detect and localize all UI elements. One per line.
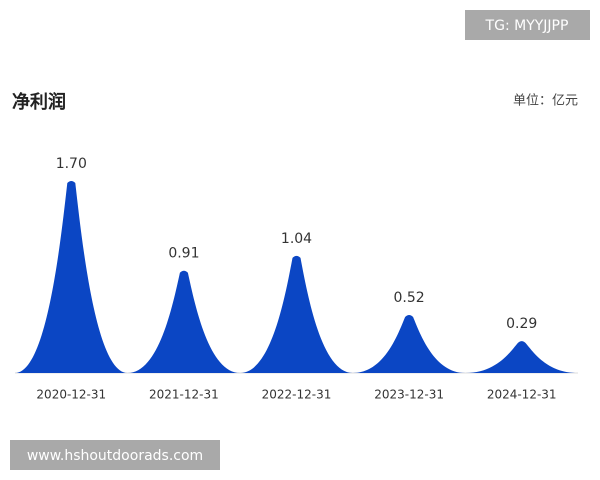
- bar: [352, 314, 466, 373]
- watermark: www.hshoutdoorads.com: [27, 448, 203, 464]
- bar: [240, 255, 353, 373]
- unit-label: 单位：亿元: [513, 94, 578, 109]
- value-label: 0.91: [168, 246, 199, 262]
- value-label: 0.29: [506, 316, 537, 332]
- chart-title: 净利润: [12, 91, 66, 113]
- x-tick-label: 2024-12-31: [487, 388, 557, 402]
- watermark: TG: MYYJJPP: [485, 18, 569, 34]
- x-tick-label: 2023-12-31: [374, 388, 444, 402]
- watermark-box: [465, 10, 590, 40]
- bar: [127, 270, 241, 373]
- bar: [15, 181, 128, 373]
- x-tick-label: 2020-12-31: [36, 388, 106, 402]
- bar: [465, 341, 578, 373]
- value-label: 0.52: [394, 290, 425, 306]
- x-tick-label: 2022-12-31: [262, 388, 332, 402]
- watermark-box: [10, 440, 220, 470]
- value-label: 1.04: [281, 231, 312, 247]
- x-tick-label: 2021-12-31: [149, 388, 219, 402]
- value-label: 1.70: [56, 156, 87, 172]
